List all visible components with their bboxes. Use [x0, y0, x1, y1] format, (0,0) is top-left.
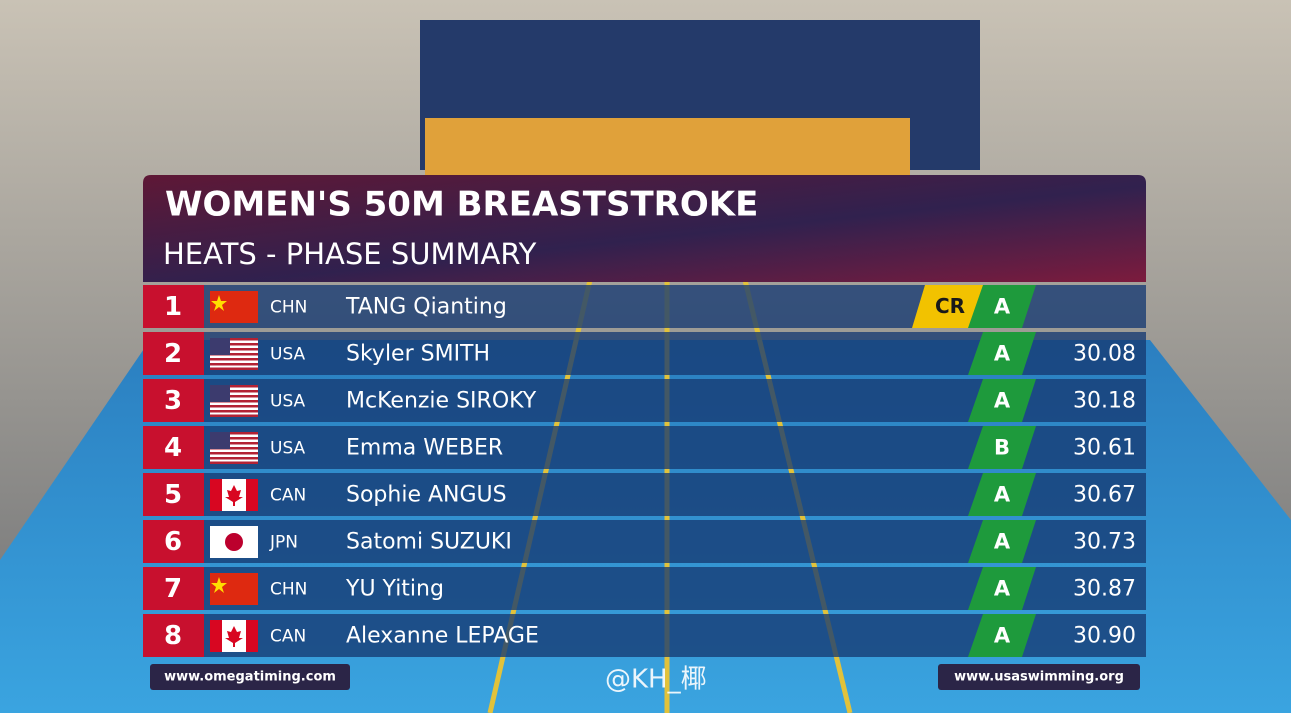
- footer-right: www.usaswimming.org: [954, 670, 1124, 685]
- country-code: USA: [270, 345, 306, 365]
- time: 30.61: [1073, 436, 1136, 461]
- flag: [210, 526, 258, 558]
- country-code: JPN: [269, 533, 298, 553]
- rank: 1: [164, 292, 182, 322]
- qualifier: B: [994, 436, 1010, 460]
- athlete-name: Alexanne LEPAGE: [346, 624, 539, 649]
- time: 30.73: [1073, 530, 1136, 555]
- qualifier-badge: [968, 473, 1036, 516]
- rank: 3: [164, 386, 182, 416]
- rank: 2: [164, 339, 182, 369]
- country-code: CHN: [270, 580, 307, 600]
- rank: 7: [164, 574, 182, 604]
- flag: [210, 291, 258, 323]
- flag: [210, 573, 258, 605]
- flag: [210, 479, 258, 511]
- qualifier-badge: [968, 332, 1036, 375]
- country-code: USA: [270, 439, 306, 459]
- qualifier-badge: [968, 614, 1036, 657]
- athlete-name: YU Yiting: [345, 577, 444, 602]
- banner: [425, 118, 910, 176]
- country-code: CHN: [270, 298, 307, 318]
- athlete-name: Emma WEBER: [346, 436, 503, 461]
- flag: [210, 432, 258, 464]
- rank-box: [143, 379, 204, 422]
- time: 30.08: [1073, 342, 1136, 367]
- qualifier: A: [994, 389, 1011, 413]
- footer-left: www.omegatiming.com: [164, 670, 336, 685]
- qualifier-badge: [968, 379, 1036, 422]
- rank-box: [143, 520, 204, 563]
- rank: 6: [164, 527, 182, 557]
- qualifier-badge: [968, 285, 1036, 328]
- qualifier: A: [994, 342, 1011, 366]
- athlete-name: TANG Qianting: [345, 295, 507, 320]
- qualifier-badge: [968, 426, 1036, 469]
- qualifier: A: [994, 577, 1011, 601]
- flag: [210, 385, 258, 417]
- flag: [210, 338, 258, 370]
- time: 30.90: [1073, 624, 1136, 649]
- qualifier: A: [994, 530, 1011, 554]
- rank-box: [143, 614, 204, 657]
- rank-box: [143, 567, 204, 610]
- time: 30.67: [1073, 483, 1136, 508]
- country-code: CAN: [270, 627, 306, 647]
- footer-right-box: [938, 664, 1140, 690]
- rank-box: [143, 332, 204, 375]
- qualifier-badge: [968, 567, 1036, 610]
- record: CR: [935, 294, 965, 318]
- footer-left-box: [150, 664, 350, 690]
- time: 30.18: [1073, 389, 1136, 414]
- header-panel: [143, 175, 1146, 282]
- country-code: USA: [270, 392, 306, 412]
- athlete-name: McKenzie SIROKY: [346, 389, 537, 414]
- athlete-name: Satomi SUZUKI: [346, 530, 512, 555]
- results-table: 1 CHN TANG Qianting CR A 2 USA Skyler SMITH A 30.…: [143, 285, 1146, 657]
- rank: 5: [164, 480, 182, 510]
- rank: 8: [164, 621, 182, 651]
- qualifier: A: [994, 483, 1011, 507]
- flag: [210, 620, 258, 652]
- watermark: @KH_椰: [605, 665, 707, 695]
- rank-box: [143, 473, 204, 516]
- country-code: CAN: [270, 486, 306, 506]
- rank-box: [143, 426, 204, 469]
- rank-box: [143, 285, 204, 328]
- subtitle: HEATS - PHASE SUMMARY: [163, 237, 537, 271]
- title: WOMEN'S 50M BREASTSTROKE: [165, 185, 758, 225]
- record-badge: [912, 285, 990, 328]
- time: 30.87: [1073, 577, 1136, 602]
- athlete-name: Sophie ANGUS: [346, 483, 507, 508]
- qualifier: A: [994, 295, 1011, 319]
- qualifier: A: [994, 624, 1011, 648]
- athlete-name: Skyler SMITH: [346, 342, 490, 367]
- rank: 4: [164, 433, 182, 463]
- qualifier-badge: [968, 520, 1036, 563]
